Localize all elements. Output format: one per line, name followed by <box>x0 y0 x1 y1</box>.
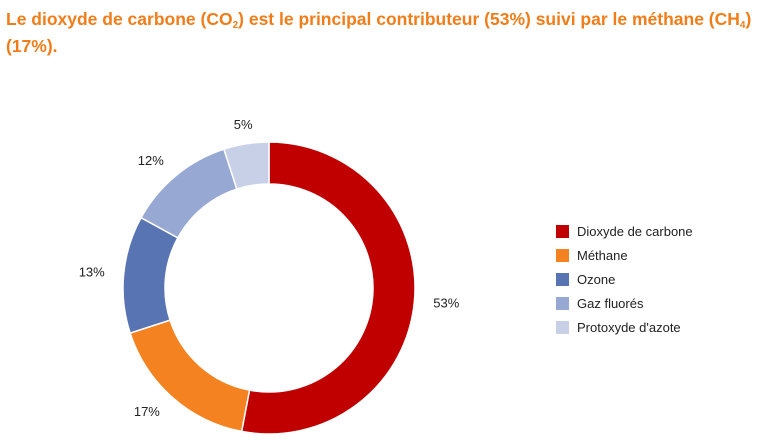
donut-slices <box>122 141 416 435</box>
title-text-3: ) (17%). <box>6 9 752 56</box>
title-text-1: Le dioxyde de carbone (CO <box>6 9 233 29</box>
slice-label-0: 53% <box>433 296 459 311</box>
title-text-2: ) est le principal contributeur (53%) su… <box>238 9 740 29</box>
legend-item-2: Ozone <box>556 268 693 292</box>
slice-label-2: 13% <box>79 264 105 279</box>
legend-label-3: Gaz fluorés <box>577 295 644 311</box>
legend-swatch-4 <box>556 320 569 334</box>
legend-label-1: Méthane <box>577 248 628 264</box>
donut-slice-2 <box>122 216 179 335</box>
page-title: Le dioxyde de carbone (CO2) est le princ… <box>6 6 776 60</box>
title-subscript-ch4: 4 <box>739 20 746 31</box>
donut-labels: 53% 17% 13% 12% 5% <box>79 117 460 419</box>
chart-legend: Dioxyde de carbone Méthane Ozone Gaz fluoré… <box>556 220 693 339</box>
legend-label-2: Ozone <box>577 271 616 287</box>
slice-label-3: 12% <box>138 153 164 168</box>
legend-swatch-3 <box>556 296 569 310</box>
legend-item-0: Dioxyde de carbone <box>556 220 693 244</box>
title-subscript-co2: 2 <box>232 20 239 31</box>
donut-slice-0 <box>240 141 416 435</box>
legend-swatch-0 <box>556 225 569 239</box>
legend-label-0: Dioxyde de carbone <box>577 224 693 240</box>
legend-item-1: Méthane <box>556 244 693 268</box>
legend-item-4: Protoxyde d'azote <box>556 315 693 339</box>
legend-swatch-2 <box>556 272 569 286</box>
legend-item-3: Gaz fluorés <box>556 291 693 315</box>
slice-label-1: 17% <box>134 404 160 419</box>
legend-swatch-1 <box>556 249 569 263</box>
donut-slice-4 <box>222 141 270 191</box>
slice-label-4: 5% <box>234 117 253 132</box>
legend-label-4: Protoxyde d'azote <box>577 319 681 335</box>
